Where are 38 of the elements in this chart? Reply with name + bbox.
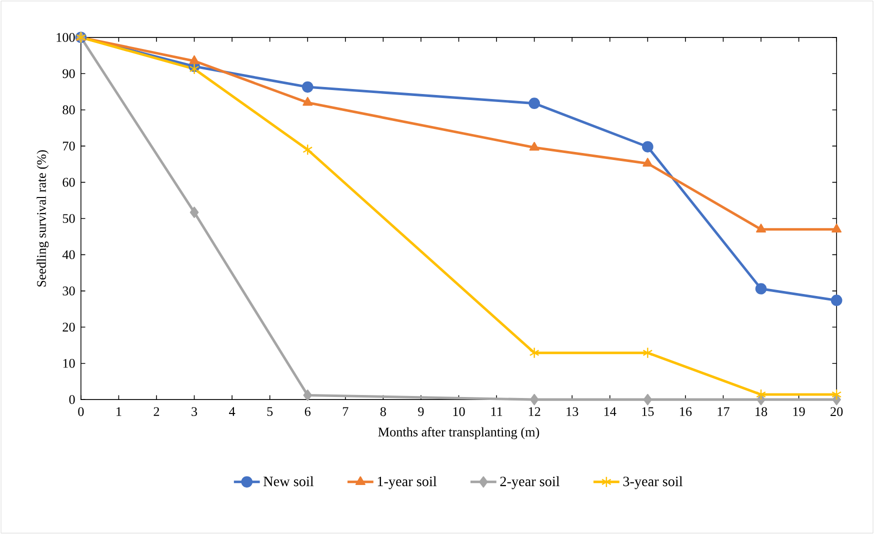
x-tick-label: 10 [453,407,465,416]
x-axis-title: Months after transplanting (m) [378,427,540,440]
legend-label: 1-year soil [378,476,437,490]
x-tick-label: 6 [304,407,311,416]
x-tick-label: 13 [566,407,578,416]
y-tick-label: 10 [63,358,75,368]
x-tick-label: 15 [642,407,654,416]
x-tick-label: 7 [342,407,348,416]
legend-label: New soil [264,476,314,486]
y-tick-label: 0 [69,395,75,404]
x-tick-label: 18 [756,407,768,416]
x-tick-label: 5 [267,407,273,416]
x-tick-label: 11 [491,407,502,416]
legend-label: 2-year soil [500,476,560,490]
y-tick-label: 30 [62,286,75,296]
x-tick-label: 17 [718,407,730,416]
x-tick-label: 19 [793,407,805,416]
y-tick-label: 70 [63,142,75,150]
x-tick-label: 9 [418,407,424,416]
x-tick-label: 8 [380,407,386,416]
x-tick-label: 4 [229,407,236,416]
y-tick-label: 50 [62,214,75,223]
x-tick-label: 3 [192,407,198,416]
y-tick-label: 80 [62,105,75,114]
x-tick-label: 14 [604,407,616,416]
x-tick-label: 12 [528,407,540,416]
x-tick-label: 20 [830,407,843,416]
y-tick-label: 100 [56,32,75,42]
y-tick-label: 90 [62,69,75,78]
x-tick-label: 2 [154,407,160,416]
y-tick-label: 40 [62,250,75,260]
legend-label: 3-year soil [623,476,683,490]
y-axis-title: Seedling survival rate (%) [36,150,49,286]
x-tick-label: 16 [680,407,692,416]
x-tick-label: 0 [78,407,84,416]
y-tick-label: 20 [62,322,75,332]
x-tick-label: 1 [116,407,122,416]
y-tick-label: 60 [62,178,75,187]
